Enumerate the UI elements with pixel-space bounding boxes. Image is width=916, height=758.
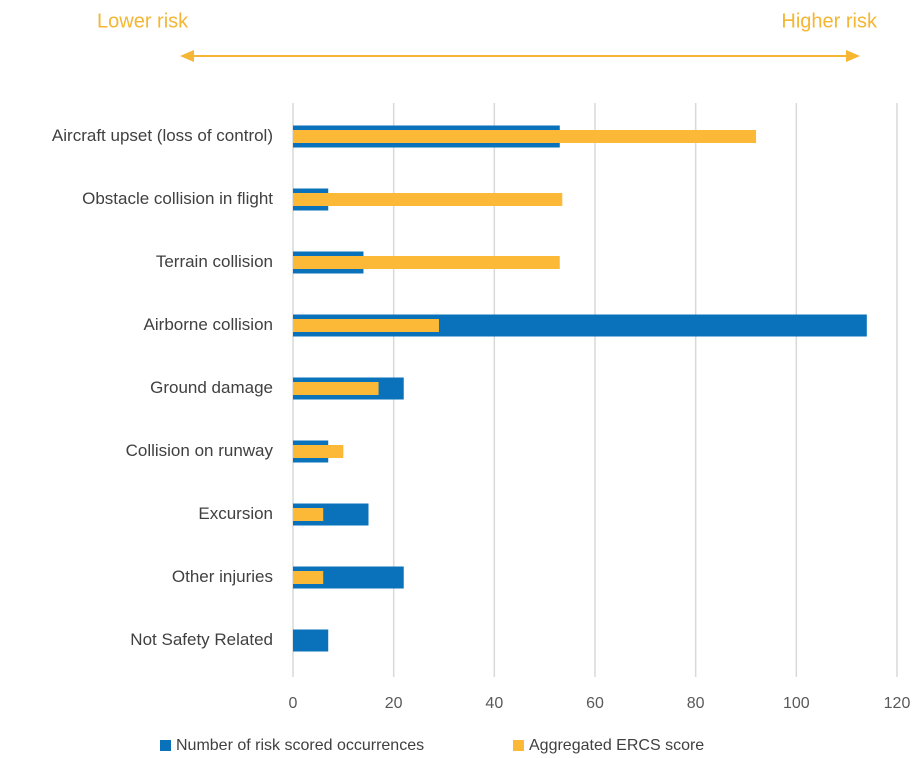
bar <box>293 319 439 332</box>
bar <box>293 445 344 458</box>
bar <box>293 130 757 143</box>
legend-swatch <box>160 740 171 751</box>
bar <box>293 629 329 652</box>
category-label: Collision on runway <box>126 441 274 460</box>
legend-label: Aggregated ERCS score <box>529 737 704 754</box>
legend-swatch <box>513 740 524 751</box>
x-tick-label: 60 <box>586 695 604 712</box>
category-label: Obstacle collision in flight <box>82 189 273 208</box>
annotation-higher: Higher risk <box>781 10 878 32</box>
x-tick-label: 100 <box>783 695 810 712</box>
category-label: Not Safety Related <box>130 630 273 649</box>
bar <box>293 571 324 584</box>
annotation-lower: Lower risk <box>97 10 189 32</box>
category-label: Terrain collision <box>156 252 273 271</box>
bar <box>293 256 560 269</box>
legend-label: Number of risk scored occurrences <box>176 737 424 754</box>
category-label: Airborne collision <box>144 315 273 334</box>
x-tick-label: 40 <box>485 695 503 712</box>
x-tick-label: 80 <box>687 695 705 712</box>
risk-arrow <box>180 50 860 62</box>
x-tick-label: 0 <box>289 695 298 712</box>
bar <box>293 382 379 395</box>
x-tick-label: 120 <box>884 695 911 712</box>
bar <box>293 193 563 206</box>
category-label: Other injuries <box>172 567 273 586</box>
x-tick-label: 20 <box>385 695 403 712</box>
category-label: Excursion <box>198 504 273 523</box>
bar <box>293 508 324 521</box>
category-label: Ground damage <box>150 378 273 397</box>
category-label: Aircraft upset (loss of control) <box>52 126 273 145</box>
